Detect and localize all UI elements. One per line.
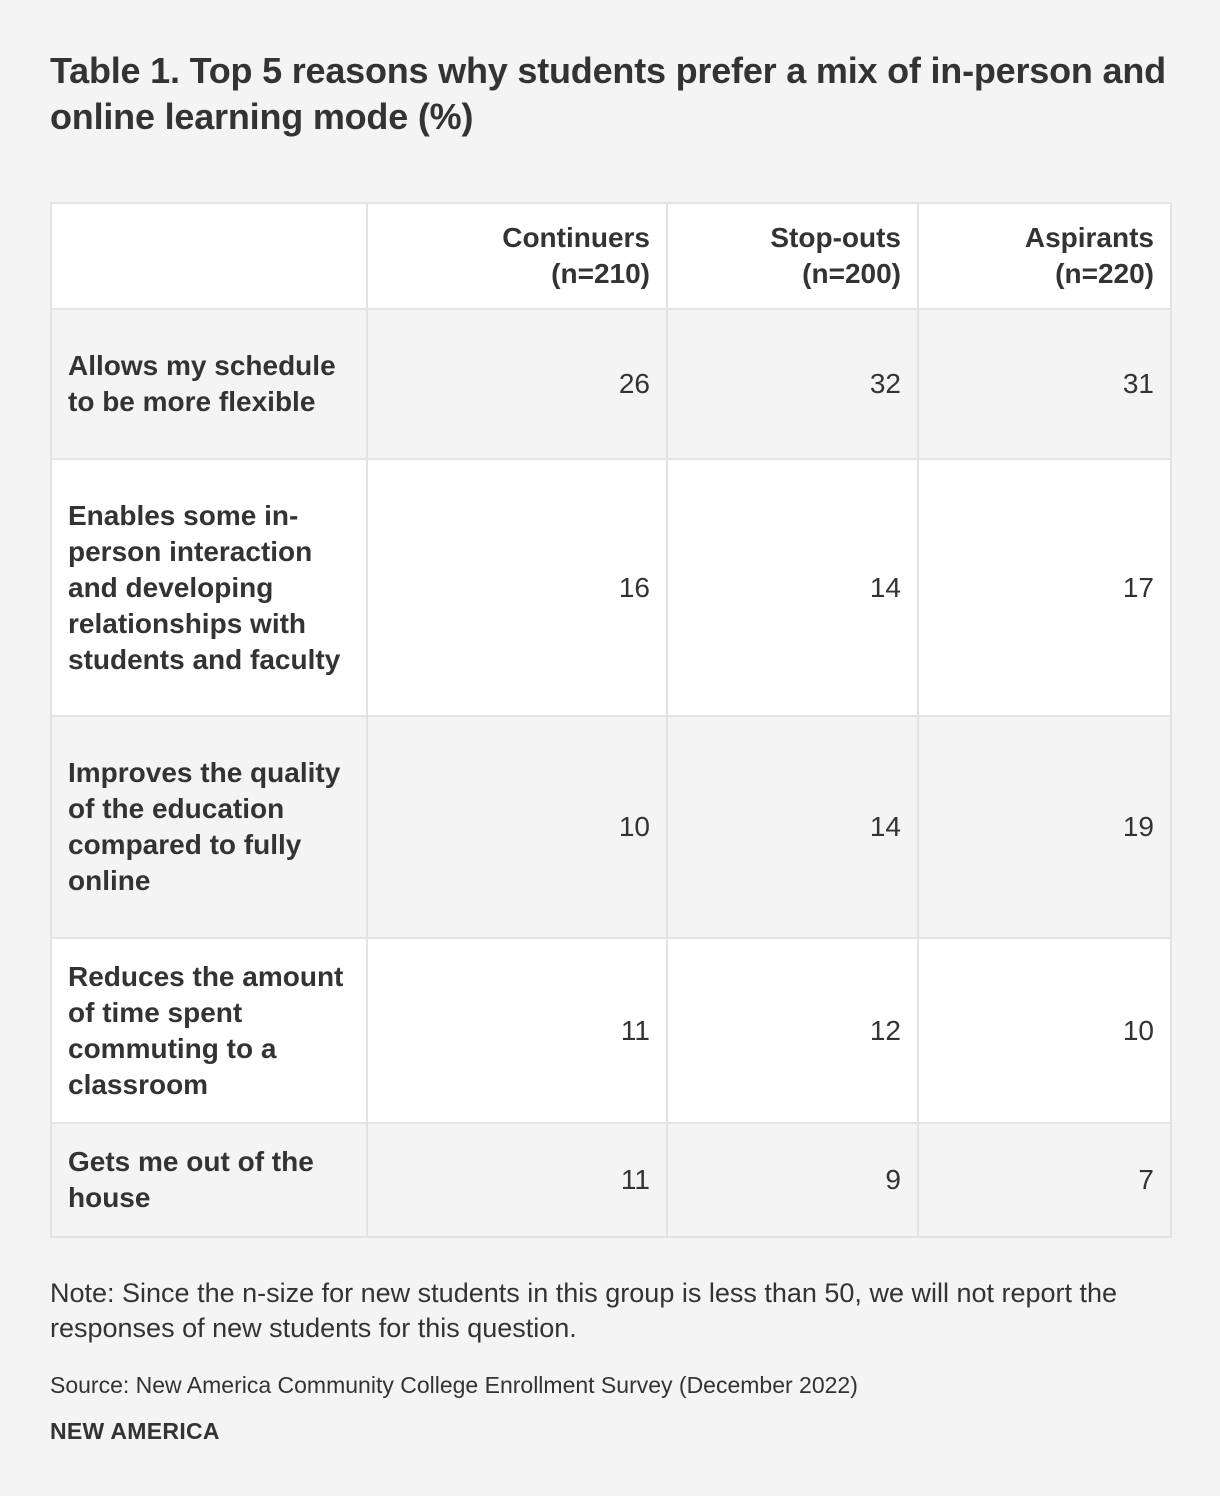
- table-row: Enables some in-person interaction and d…: [50, 458, 1172, 717]
- cell-aspirants: 17: [917, 458, 1172, 717]
- table-source: Source: New America Community College En…: [50, 1372, 858, 1398]
- table-note: Note: Since the n-size for new students …: [50, 1278, 1118, 1343]
- cell-aspirants: 7: [917, 1122, 1172, 1238]
- cell-stop-outs: 32: [666, 308, 919, 460]
- table-title: Table 1. Top 5 reasons why students pref…: [50, 50, 1166, 137]
- cell-aspirants: 19: [917, 715, 1172, 939]
- cell-continuers: 10: [366, 715, 668, 939]
- cell-aspirants: 10: [917, 937, 1172, 1124]
- cell-stop-outs: 12: [666, 937, 919, 1124]
- column-header-n: (n=220): [1055, 258, 1154, 289]
- column-header-stop-outs: Stop-outs (n=200): [666, 202, 919, 310]
- column-header-n: (n=210): [551, 258, 650, 289]
- cell-continuers: 11: [366, 1122, 668, 1238]
- row-label: Allows my schedule to be more flexible: [50, 308, 368, 460]
- column-header-continuers: Continuers (n=210): [366, 202, 668, 310]
- row-label: Reduces the amount of time spent commuti…: [50, 937, 368, 1124]
- cell-continuers: 11: [366, 937, 668, 1124]
- table-row: Improves the quality of the education co…: [50, 715, 1172, 939]
- header-row: Continuers (n=210) Stop-outs (n=200) Asp…: [50, 202, 1172, 310]
- row-label: Enables some in-person interaction and d…: [50, 458, 368, 717]
- brand-wordmark: NEW AMERICA: [50, 1418, 220, 1444]
- column-header-name: Aspirants: [1024, 222, 1154, 253]
- column-header-n: (n=200): [802, 258, 901, 289]
- column-header-name: Stop-outs: [770, 222, 901, 253]
- table-row: Gets me out of the house 11 9 7: [50, 1122, 1172, 1238]
- header-blank-cell: [50, 202, 368, 310]
- column-header-aspirants: Aspirants (n=220): [917, 202, 1172, 310]
- cell-stop-outs: 14: [666, 715, 919, 939]
- row-label: Gets me out of the house: [50, 1122, 368, 1238]
- cell-aspirants: 31: [917, 308, 1172, 460]
- column-header-name: Continuers: [502, 222, 650, 253]
- table-figure: Table 1. Top 5 reasons why students pref…: [50, 48, 1172, 1444]
- table-row: Allows my schedule to be more flexible 2…: [50, 308, 1172, 460]
- cell-continuers: 16: [366, 458, 668, 717]
- cell-stop-outs: 9: [666, 1122, 919, 1238]
- table-row: Reduces the amount of time spent commuti…: [50, 937, 1172, 1124]
- cell-stop-outs: 14: [666, 458, 919, 717]
- data-table: Continuers (n=210) Stop-outs (n=200) Asp…: [50, 202, 1172, 1238]
- row-label: Improves the quality of the education co…: [50, 715, 368, 939]
- cell-continuers: 26: [366, 308, 668, 460]
